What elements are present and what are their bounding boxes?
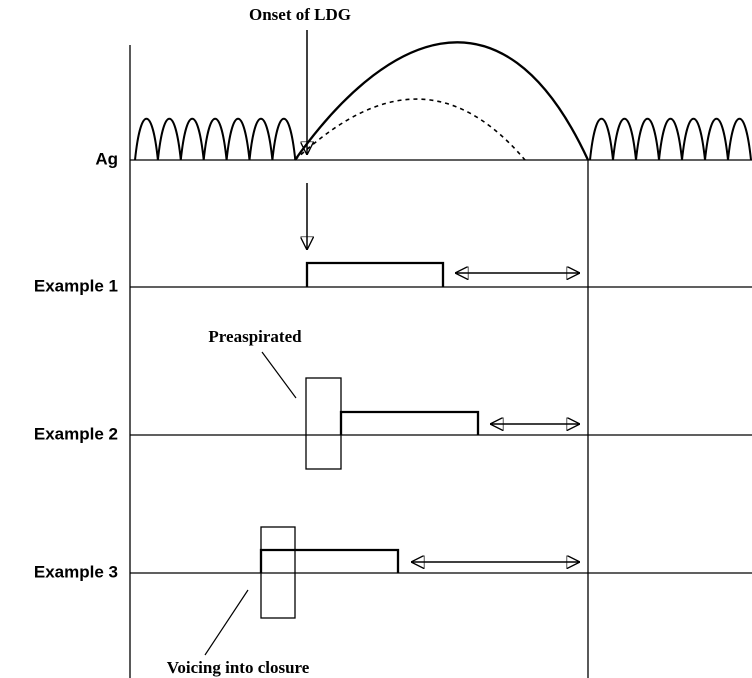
preaspirated-label: Preaspirated — [208, 327, 302, 346]
ldg-arch — [294, 41, 590, 161]
row-label: Example 1 — [34, 276, 118, 295]
step-1 — [305, 261, 445, 287]
hatched-box — [305, 377, 342, 470]
row-label: Example 2 — [34, 424, 118, 443]
pointer — [261, 351, 297, 399]
voicing-label: Voicing into closure — [167, 658, 310, 677]
pointer — [204, 589, 249, 656]
step-2 — [339, 410, 480, 435]
voicing-wave — [134, 117, 752, 161]
ldg-arch-dashed — [294, 98, 526, 161]
step-3 — [259, 548, 400, 573]
row-label: Ag — [95, 149, 118, 168]
row-label: Example 3 — [34, 562, 118, 581]
onset-label: Onset of LDG — [249, 5, 351, 24]
